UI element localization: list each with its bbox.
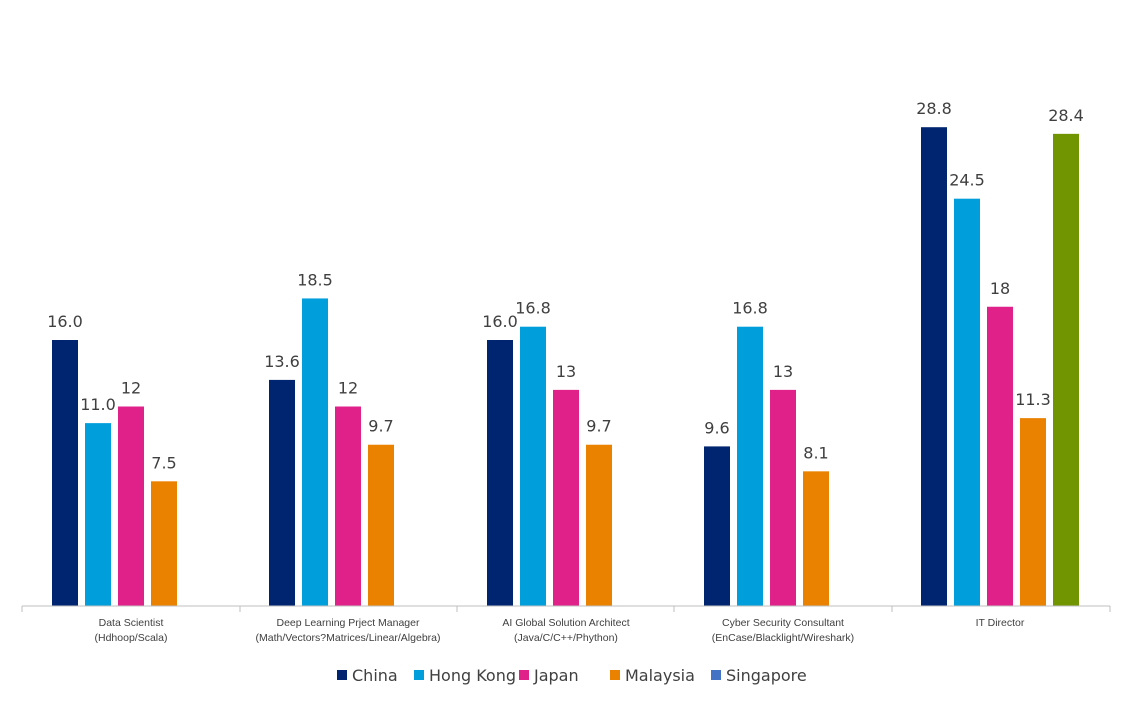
bar-1-0 — [269, 379, 295, 606]
x-axis — [21, 605, 1111, 612]
bar-1-3 — [368, 444, 394, 606]
value-label-1-0: 13.6 — [264, 352, 300, 371]
bar-2-3 — [586, 444, 612, 606]
value-label-0-0: 16.0 — [47, 312, 83, 331]
legend: China Hong Kong Japan Malaysia Singapore — [337, 666, 807, 685]
value-label-4-1: 24.5 — [949, 171, 985, 190]
category-label-2-0: AI Global Solution Architect — [502, 617, 629, 629]
bar-4-5 — [1053, 133, 1079, 606]
value-label-4-0: 28.8 — [916, 99, 952, 118]
value-label-2-2: 13 — [556, 362, 576, 381]
category-label-1-1: (Math/Vectors?Matrices/Linear/Algebra) — [256, 632, 441, 644]
legend-label-2: Japan — [533, 666, 579, 685]
value-label-1-1: 18.5 — [297, 270, 333, 289]
bar-3-1 — [737, 326, 763, 606]
category-label-0-0: Data Scientist — [99, 617, 164, 629]
bar-3-0 — [704, 446, 730, 606]
value-label-2-3: 9.7 — [586, 417, 611, 436]
bar-4-2 — [987, 306, 1013, 606]
bar-4-1 — [954, 198, 980, 606]
value-label-0-1: 11.0 — [80, 395, 116, 414]
bar-0-3 — [151, 481, 177, 606]
legend-swatch-2 — [519, 670, 529, 680]
value-label-2-0: 16.0 — [482, 312, 518, 331]
legend-swatch-1 — [414, 670, 424, 680]
value-label-4-3: 11.3 — [1015, 390, 1051, 409]
value-label-0-3: 7.5 — [151, 453, 176, 472]
bar-1-1 — [302, 298, 328, 606]
legend-swatch-4 — [711, 670, 721, 680]
bar-0-2 — [118, 406, 144, 606]
value-label-3-3: 8.1 — [803, 443, 828, 462]
category-labels-group: Data Scientist (Hdhoop/Scala) Deep Learnin… — [95, 617, 1025, 644]
category-label-0-1: (Hdhoop/Scala) — [95, 632, 168, 644]
value-label-1-3: 9.7 — [368, 417, 393, 436]
bar-2-2 — [553, 389, 579, 606]
category-label-2-1: (Java/C/C++/Phython) — [514, 632, 618, 644]
bars-group — [52, 127, 1079, 606]
bar-3-3 — [803, 471, 829, 606]
value-label-4-5: 28.4 — [1048, 106, 1084, 125]
legend-label-0: China — [352, 666, 398, 685]
legend-label-1: Hong Kong — [429, 666, 516, 685]
value-label-2-1: 16.8 — [515, 299, 551, 318]
value-label-0-2: 12 — [121, 379, 141, 398]
value-label-3-0: 9.6 — [704, 418, 729, 437]
legend-label-3: Malaysia — [625, 666, 695, 685]
bar-0-1 — [85, 423, 111, 606]
value-label-4-2: 18 — [990, 279, 1010, 298]
value-label-3-1: 16.8 — [732, 299, 768, 318]
legend-swatch-0 — [337, 670, 347, 680]
bar-1-2 — [335, 406, 361, 606]
value-label-1-2: 12 — [338, 379, 358, 398]
legend-swatch-3 — [610, 670, 620, 680]
value-label-3-2: 13 — [773, 362, 793, 381]
category-label-3-1: (EnCase/Blacklight/Wireshark) — [712, 632, 854, 644]
bar-4-0 — [921, 127, 947, 606]
bar-3-2 — [770, 389, 796, 606]
legend-label-4: Singapore — [726, 666, 807, 685]
bar-2-1 — [520, 326, 546, 606]
bar-4-3 — [1020, 418, 1046, 606]
category-label-1-0: Deep Learning Prject Manager — [276, 617, 420, 629]
category-label-3-0: Cyber Security Consultant — [722, 617, 844, 629]
category-label-4-0: IT Director — [976, 617, 1025, 629]
bar-0-0 — [52, 340, 78, 606]
bar-2-0 — [487, 340, 513, 606]
